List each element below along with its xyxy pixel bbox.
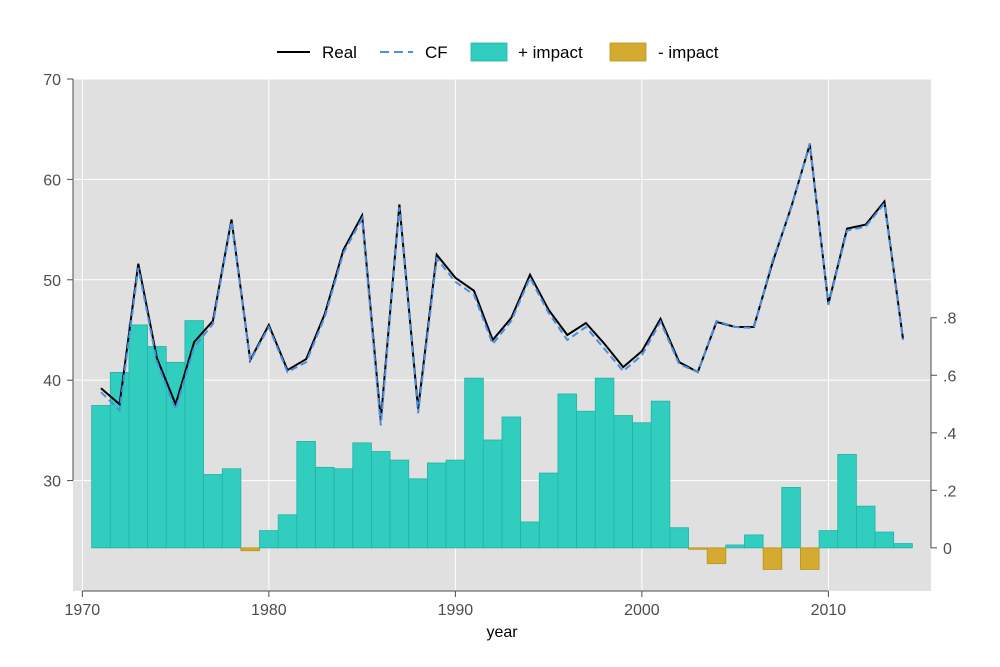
positive-impact-bar: [632, 422, 652, 549]
axes: 1970 1980 1990 2000 2010 30 40 50 60 70 0 .2 .4 .6 .8: [43, 72, 956, 619]
positive-impact-bar: [874, 531, 895, 549]
legend-label-pos: + impact: [518, 43, 583, 62]
positive-impact-bar: [650, 400, 671, 549]
y-right-tick-label: .8: [943, 311, 956, 328]
legend-key-pos: [470, 42, 508, 62]
positive-impact-bar: [352, 442, 372, 549]
positive-impact-bar: [744, 534, 764, 549]
x-axis-title: year: [486, 624, 518, 641]
positive-impact-bar: [184, 320, 204, 549]
y-right-tick-label: .6: [943, 368, 956, 385]
legend-label-cf: CF: [425, 43, 448, 62]
positive-impact-bar: [277, 514, 298, 549]
positive-impact-bar: [855, 505, 876, 549]
positive-impact-bar: [669, 527, 689, 549]
positive-impact-bar: [203, 474, 223, 549]
positive-impact-bar: [464, 377, 484, 549]
legend-item-cf: CF: [380, 43, 448, 62]
x-tick-label: 1970: [65, 602, 101, 619]
positive-impact-bar: [538, 472, 559, 549]
negative-impact-bar: [706, 547, 727, 565]
series-lines: [100, 143, 904, 426]
x-tick-label: 1990: [438, 602, 474, 619]
cf-series-line: [100, 143, 904, 426]
legend: Real CF + impact - impact: [277, 42, 719, 62]
legend-label-neg: - impact: [658, 43, 719, 62]
positive-impact-bar: [91, 405, 111, 549]
positive-impact-bar: [259, 530, 279, 549]
negative-impact-bar: [762, 547, 783, 570]
positive-impact-bar: [725, 544, 745, 549]
negative-impact-bar: [688, 547, 708, 550]
positive-impact-bar: [315, 466, 335, 549]
negative-impact-bar: [240, 547, 260, 552]
legend-item-pos: + impact: [470, 42, 583, 62]
positive-impact-bar: [594, 377, 615, 549]
positive-impact-bar: [482, 439, 503, 549]
y-right-tick-label: 0: [943, 541, 952, 558]
positive-impact-bar: [408, 478, 428, 549]
negative-impact-bar: [800, 547, 820, 570]
x-tick-label: 1980: [251, 602, 287, 619]
positive-impact-bar: [296, 441, 316, 549]
y-left-tick-label: 50: [43, 273, 61, 290]
positive-impact-bar: [818, 530, 839, 549]
positive-impact-bar: [371, 451, 391, 549]
y-left-tick-label: 30: [43, 474, 61, 491]
x-tick-label: 2010: [811, 602, 847, 619]
positive-impact-bar: [426, 462, 447, 549]
positive-impact-bar: [389, 459, 410, 549]
positive-impact-bar: [613, 415, 633, 549]
positive-impact-bar: [501, 416, 522, 549]
positive-impact-bar: [445, 459, 466, 549]
positive-impact-bar: [333, 468, 354, 549]
impact-bars: [91, 320, 913, 570]
positive-impact-bar: [781, 487, 801, 549]
legend-label-real: Real: [322, 43, 357, 62]
y-left-tick-label: 70: [43, 72, 61, 89]
y-right-tick-label: .4: [943, 426, 956, 443]
legend-item-real: Real: [277, 43, 357, 62]
positive-impact-bar: [520, 521, 540, 549]
legend-key-neg: [609, 42, 647, 62]
positive-impact-bar: [576, 410, 596, 549]
positive-impact-bar: [128, 324, 149, 549]
positive-impact-bar: [837, 453, 857, 549]
x-tick-label: 2000: [624, 602, 660, 619]
y-left-tick-label: 40: [43, 373, 61, 390]
y-right-tick-label: .2: [943, 483, 956, 500]
positive-impact-bar: [893, 543, 913, 549]
positive-impact-bar: [557, 393, 578, 549]
legend-item-neg: - impact: [609, 42, 719, 62]
y-left-tick-label: 60: [43, 172, 61, 189]
positive-impact-bar: [221, 468, 242, 549]
